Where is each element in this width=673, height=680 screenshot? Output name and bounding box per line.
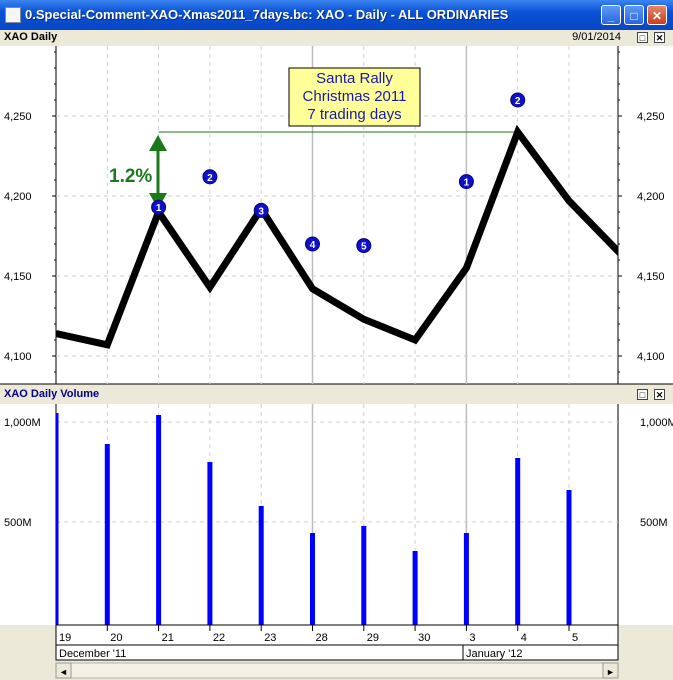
volume-bar xyxy=(515,458,521,625)
volume-bar xyxy=(361,526,367,625)
date-tick-label: 29 xyxy=(367,632,379,644)
day-count-marker xyxy=(202,169,218,185)
volume-y-tick-label-right: 500M xyxy=(640,517,668,529)
horizontal-scrollbar[interactable] xyxy=(55,662,619,679)
price-y-tick-label-right: 4,150 xyxy=(637,271,665,283)
volume-y-tick-label-right: 1,000M xyxy=(640,417,673,429)
santa-rally-text-line: 7 trading days xyxy=(307,106,401,123)
volume-pane-title: XAO Daily Volume xyxy=(4,388,100,400)
price-y-tick-label-left: 4,150 xyxy=(4,271,32,283)
volume-pane-header: XAO Daily Volume □ ✕ xyxy=(0,387,673,403)
scroll-left-arrow-icon: ◄ xyxy=(59,667,68,677)
price-y-tick-label-left: 4,100 xyxy=(4,351,32,363)
santa-rally-text-line: Santa Rally xyxy=(316,70,393,87)
date-tick-label: 19 xyxy=(59,632,71,644)
day-count-marker xyxy=(458,174,474,190)
santa-rally-box xyxy=(288,67,421,127)
title-bar: 0.Special-Comment-XAO-Xmas2011_7days.bc:… xyxy=(0,0,673,30)
volume-bar xyxy=(412,551,418,625)
minimize-button[interactable]: _ xyxy=(601,5,621,25)
price-right-axis-area xyxy=(618,46,673,384)
volume-bar xyxy=(310,533,315,625)
day-count-marker xyxy=(151,199,167,215)
app-icon xyxy=(5,7,21,23)
volume-bar xyxy=(104,444,110,625)
price-pane-restore-button[interactable]: □ xyxy=(637,32,648,43)
price-y-tick-label-left: 4,200 xyxy=(4,191,32,203)
day-count-marker xyxy=(356,238,372,254)
price-pane-date: 9/01/2014 xyxy=(572,31,621,43)
day-count-marker xyxy=(305,236,320,252)
day-count-marker-label: 2 xyxy=(207,173,213,184)
day-count-marker-label: 3 xyxy=(258,206,264,217)
volume-y-tick-label-left: 500M xyxy=(4,517,32,529)
gain-arrow-up-head xyxy=(149,135,167,151)
day-count-marker-label: 1 xyxy=(464,178,470,189)
date-tick-label: 5 xyxy=(572,632,578,644)
price-y-tick-label-right: 4,100 xyxy=(637,351,665,363)
volume-plot-area xyxy=(0,404,673,625)
day-count-marker xyxy=(510,92,526,108)
volume-bar xyxy=(207,462,213,625)
volume-bar xyxy=(258,506,264,625)
scroll-left-button[interactable] xyxy=(55,662,72,679)
date-tick-label: 4 xyxy=(521,632,527,644)
volume-pane-close-button[interactable]: ✕ xyxy=(654,389,665,400)
price-line xyxy=(56,124,618,349)
volume-pane-restore-button[interactable]: □ xyxy=(637,389,648,400)
day-count-marker xyxy=(253,202,269,218)
date-tick-label: 3 xyxy=(469,632,475,644)
month-label-january: January '12 xyxy=(466,648,523,660)
price-pane-header: XAO Daily 9/01/2014 □ ✕ xyxy=(0,30,673,46)
window-title: 0.Special-Comment-XAO-Xmas2011_7days.bc:… xyxy=(25,7,509,22)
santa-rally-text-line: Christmas 2011 xyxy=(303,88,407,105)
date-tick-label: 28 xyxy=(316,632,328,644)
day-count-marker-label: 5 xyxy=(361,242,367,253)
date-axis-strip xyxy=(55,624,619,646)
date-tick-label: 22 xyxy=(213,632,225,644)
day-count-marker-label: 4 xyxy=(310,240,316,251)
date-tick-label: 30 xyxy=(418,632,430,644)
close-button[interactable]: ✕ xyxy=(647,5,667,25)
price-pane-title: XAO Daily xyxy=(4,31,58,43)
date-tick-label: 23 xyxy=(264,632,276,644)
volume-bar xyxy=(156,415,162,625)
volume-bar xyxy=(463,533,469,625)
maximize-button[interactable]: □ xyxy=(624,5,644,25)
price-y-tick-label-right: 4,200 xyxy=(637,191,665,203)
month-axis-strip xyxy=(55,644,619,661)
gain-label: 1.2% xyxy=(109,166,152,187)
volume-y-tick-label-left: 1,000M xyxy=(4,417,41,429)
month-label-december: December '11 xyxy=(59,648,126,660)
date-tick-label: 20 xyxy=(110,632,122,644)
price-pane-close-button[interactable]: ✕ xyxy=(654,32,665,43)
day-count-marker-label: 2 xyxy=(515,96,521,107)
price-left-axis-area xyxy=(0,46,56,384)
price-y-tick-label-right: 4,250 xyxy=(637,111,665,123)
scroll-right-button[interactable] xyxy=(602,662,619,679)
volume-bar xyxy=(566,490,572,625)
day-count-marker-label: 1 xyxy=(156,203,162,214)
volume-bar xyxy=(56,413,59,625)
date-tick-label: 21 xyxy=(162,632,174,644)
price-y-tick-label-left: 4,250 xyxy=(4,111,32,123)
scroll-right-arrow-icon: ► xyxy=(606,667,615,677)
